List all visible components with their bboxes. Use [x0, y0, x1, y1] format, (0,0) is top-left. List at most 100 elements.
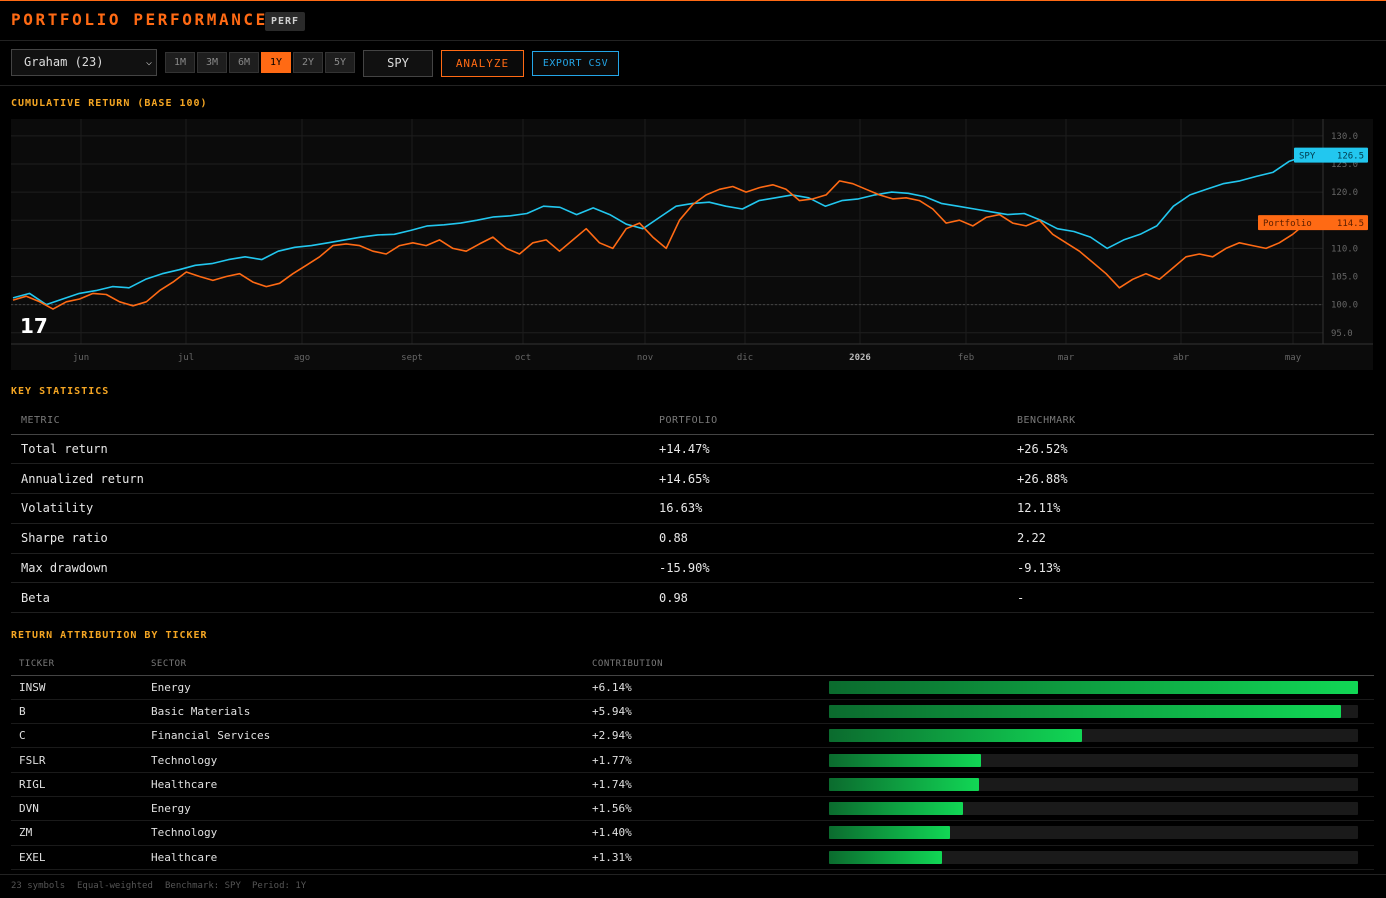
series-line-spy	[12, 154, 1307, 306]
attribution-table: TICKER SECTOR CONTRIBUTION INSW Energy +6.…	[11, 654, 1374, 870]
y-tick-label: 110.0	[1331, 244, 1358, 254]
ticker-cell: FSLR	[11, 747, 151, 773]
table-row: B Basic Materials +5.94%	[11, 699, 1374, 725]
contribution-cell: +5.94%	[592, 699, 829, 725]
contribution-bar-track	[829, 850, 1358, 864]
contribution-bar	[829, 753, 982, 767]
x-tick-label: dic	[737, 353, 753, 363]
series-name-label: Portfolio	[1263, 219, 1312, 229]
contribution-cell: +1.31%	[592, 845, 829, 870]
sector-cell: Healthcare	[151, 845, 592, 870]
contribution-bar-cell	[829, 747, 1374, 773]
sector-cell: Financial Services	[151, 723, 592, 749]
table-row: Beta 0.98 -	[11, 582, 1374, 614]
metric-name: Annualized return	[11, 463, 659, 495]
mode-badge: PERF	[265, 12, 306, 31]
table-row: FSLR Technology +1.77%	[11, 747, 1374, 773]
y-tick-label: 120.0	[1331, 188, 1358, 198]
benchmark-input[interactable]: SPY	[363, 50, 433, 77]
contribution-bar	[829, 850, 942, 864]
chevron-down-icon: ⌵	[145, 57, 152, 68]
series-line-portfolio	[12, 180, 1307, 310]
contribution-bar-cell	[829, 723, 1374, 749]
contribution-bar-track	[829, 802, 1358, 816]
x-tick-label: nov	[637, 353, 653, 363]
contribution-bar-track	[829, 826, 1358, 840]
ticker-cell: INSW	[11, 675, 151, 700]
y-tick-label: 105.0	[1331, 273, 1358, 283]
table-row: Total return +14.47% +26.52%	[11, 434, 1374, 465]
range-6m-button[interactable]: 6M	[229, 52, 259, 73]
table-row: Annualized return +14.65% +26.88%	[11, 463, 1374, 495]
y-tick-label: 125.0	[1331, 160, 1358, 170]
header-metric: METRIC	[11, 408, 659, 435]
contribution-bar-track	[829, 704, 1358, 718]
ticker-cell: ZM	[11, 820, 151, 846]
portfolio-value: 16.63%	[659, 493, 1017, 524]
stats-section-title: KEY STATISTICS	[11, 386, 110, 397]
footer-benchmark: Benchmark: SPY	[165, 881, 241, 891]
range-3m-button[interactable]: 3M	[197, 52, 227, 73]
ticker-cell: B	[11, 699, 151, 725]
metric-name: Volatility	[11, 493, 659, 524]
y-tick-label: 95.0	[1331, 329, 1353, 339]
contribution-bar	[829, 802, 964, 816]
range-1y-button[interactable]: 1Y	[261, 52, 291, 73]
footer-weighting: Equal-weighted	[77, 881, 153, 891]
toolbar: Graham (23) ⌵ 1M 3M 6M 1Y 2Y 5Y SPY ANAL…	[0, 41, 1386, 86]
metric-name: Total return	[11, 434, 659, 465]
status-bar: 23 symbols Equal-weighted Benchmark: SPY…	[0, 874, 1386, 898]
benchmark-value: +26.52%	[1017, 434, 1374, 465]
y-tick-label: 130.0	[1331, 132, 1358, 142]
portfolio-value: 0.88	[659, 523, 1017, 554]
export-csv-button[interactable]: EXPORT CSV	[532, 51, 619, 76]
range-5y-button[interactable]: 5Y	[325, 52, 355, 73]
portfolio-value: +14.65%	[659, 463, 1017, 495]
x-tick-label: jun	[73, 353, 89, 363]
portfolio-select[interactable]: Graham (23) ⌵	[11, 49, 157, 76]
contribution-bar-cell	[829, 796, 1374, 822]
contribution-bar	[829, 704, 1341, 718]
x-tick-label: abr	[1173, 353, 1190, 363]
portfolio-value: 0.98	[659, 582, 1017, 614]
contribution-bar	[829, 680, 1358, 694]
benchmark-value: -	[1017, 582, 1374, 614]
x-tick-label: ago	[294, 353, 310, 363]
chart-section-title: CUMULATIVE RETURN (BASE 100)	[11, 98, 208, 109]
series-name-label: SPY	[1299, 152, 1316, 162]
contribution-cell: +1.56%	[592, 796, 829, 822]
tradingview-logo-icon: 17	[20, 314, 48, 338]
range-1m-button[interactable]: 1M	[165, 52, 195, 73]
range-2y-button[interactable]: 2Y	[293, 52, 323, 73]
header: PORTFOLIO PERFORMANCE PERF	[0, 1, 1386, 41]
table-row: Sharpe ratio 0.88 2.22	[11, 523, 1374, 554]
analyze-button[interactable]: ANALYZE	[441, 50, 524, 77]
table-row: RIGL Healthcare +1.74%	[11, 772, 1374, 797]
accent-line	[0, 0, 1386, 1]
x-tick-label: sept	[401, 353, 423, 363]
stats-header-row: METRIC PORTFOLIO BENCHMARK	[11, 408, 1374, 435]
attribution-header-row: TICKER SECTOR CONTRIBUTION	[11, 654, 1374, 676]
sector-cell: Energy	[151, 675, 592, 700]
contribution-bar-cell	[829, 845, 1374, 870]
contribution-bar-track	[829, 753, 1358, 767]
sector-cell: Technology	[151, 820, 592, 846]
cumulative-return-chart[interactable]: 95.0100.0105.0110.0115.0120.0125.0130.0j…	[11, 119, 1373, 370]
attribution-rows: INSW Energy +6.14% B Basic Materials +5.94% C F…	[11, 675, 1374, 870]
ticker-cell: RIGL	[11, 772, 151, 797]
contribution-bar-cell	[829, 699, 1374, 725]
portfolio-select-value: Graham (23)	[24, 55, 104, 69]
x-tick-label: mar	[1058, 353, 1075, 363]
x-tick-label: 2026	[849, 353, 871, 363]
portfolio-value: -15.90%	[659, 553, 1017, 584]
footer-symbols: 23 symbols	[11, 881, 66, 891]
contribution-bar-track	[829, 729, 1358, 743]
page-title: PORTFOLIO PERFORMANCE	[11, 10, 268, 29]
series-value-label: 126.5	[1337, 152, 1364, 162]
contribution-bar	[829, 729, 1083, 743]
contribution-bar-cell	[829, 820, 1374, 846]
x-tick-label: feb	[958, 353, 974, 363]
table-row: Volatility 16.63% 12.11%	[11, 493, 1374, 524]
key-statistics-table: METRIC PORTFOLIO BENCHMARK Total return …	[11, 408, 1374, 614]
contribution-bar-track	[829, 680, 1358, 694]
